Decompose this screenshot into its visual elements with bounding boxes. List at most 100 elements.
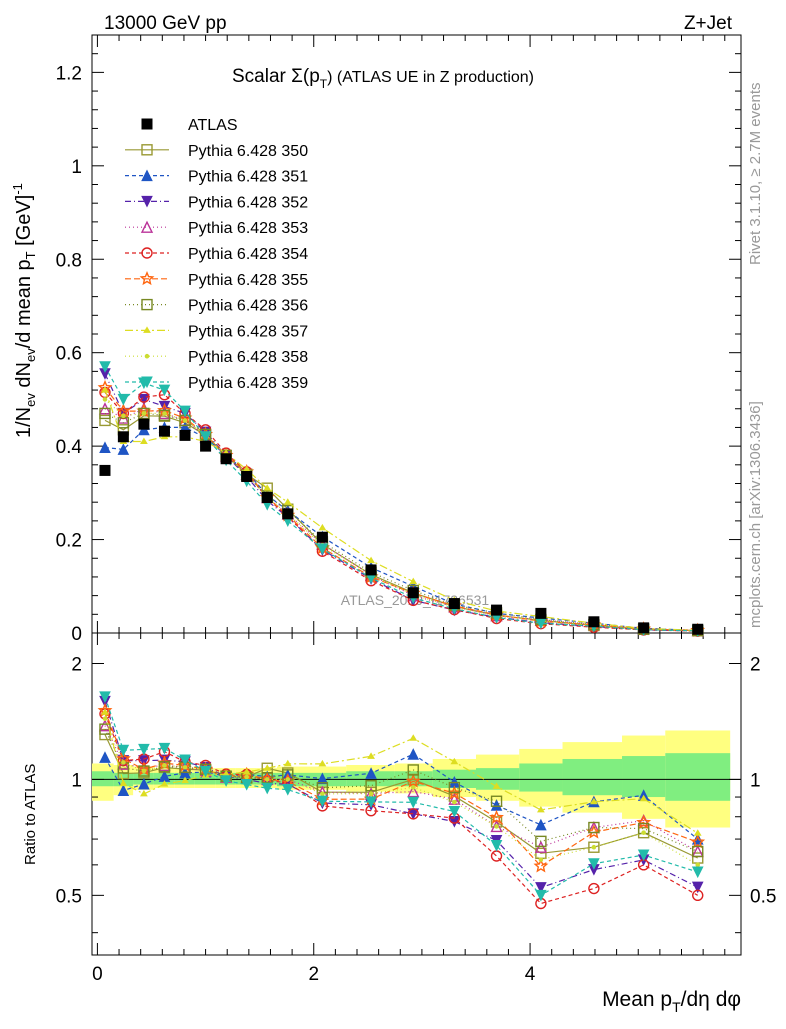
ratio-point-2-shape [535, 818, 547, 831]
ratio-point-10 [637, 849, 650, 862]
ratio-point-10-shape [138, 743, 150, 756]
atlas-data-point-shape [491, 604, 503, 616]
ratio-point-9 [591, 844, 597, 850]
series-point-10-shape [316, 543, 329, 556]
x-tick-label: 0 [92, 964, 103, 985]
series-point-8-shape [409, 577, 418, 585]
ratio-point-8 [283, 759, 292, 767]
ratio-point-6 [405, 773, 421, 788]
ratio-point-4 [534, 840, 548, 853]
atlas-data-point [588, 616, 600, 628]
atlas-data-point [99, 464, 111, 476]
ratio-point-3-shape [691, 881, 704, 894]
ratio-point-4-shape [691, 844, 704, 858]
legend-marker [140, 220, 154, 233]
ratio-point-9-shape [494, 824, 499, 829]
ratio-point-7-shape [588, 821, 600, 834]
ratio-point-7 [692, 845, 704, 858]
series-point-9-shape [162, 411, 167, 416]
series-point-7-shape [158, 409, 171, 421]
ratio-point-3 [691, 881, 704, 894]
ratio-point-10 [490, 840, 503, 852]
ratio-band-inner [562, 758, 623, 796]
ratio-y-tick-label: 0.5 [56, 886, 82, 907]
series-point-8 [409, 577, 418, 585]
series-point-10 [117, 393, 130, 406]
legend-marker-shape [141, 298, 153, 311]
legend-marker [141, 247, 153, 259]
atlas-data-point [407, 587, 419, 599]
legend-entry: Pythia 6.428 356 [188, 298, 308, 315]
series-point-8-shape [263, 484, 272, 491]
atlas-data-point [282, 508, 294, 520]
ratio-point-10-shape [637, 849, 650, 862]
ratio-point-10-shape [117, 744, 130, 757]
ratio-point-7 [588, 821, 600, 834]
atlas-data-point [179, 429, 191, 441]
series-point-9 [102, 397, 108, 402]
series-point-9-shape [121, 413, 126, 419]
legend-entry: Pythia 6.428 355 [188, 272, 308, 289]
legend-entry: Pythia 6.428 351 [188, 169, 308, 186]
ratio-point-10-shape [535, 889, 547, 902]
ratio-point-8 [140, 789, 148, 797]
ratio-y-tick-label: 2 [71, 654, 82, 675]
ratio-point-9 [368, 791, 374, 796]
ratio-band-inner [665, 753, 731, 801]
series-point-9 [141, 411, 147, 416]
atlas-data-point-shape [138, 418, 150, 430]
ratio-point-9 [494, 824, 499, 829]
atlas-data-point-shape [365, 564, 377, 576]
ratio-point-2 [138, 777, 150, 790]
ratio-point-8-shape [101, 708, 109, 715]
ratio-y-axis-label: Ratio to ATLAS [22, 764, 39, 865]
legend-marker-shape [143, 326, 151, 333]
series-point-10 [316, 543, 329, 556]
series-point-5 [138, 391, 150, 403]
ratio-point-10-shape [316, 795, 329, 808]
ratio-point-8 [537, 805, 545, 813]
series-point-8-shape [140, 437, 148, 444]
series-point-8-shape [283, 498, 292, 505]
ratio-point-10-shape [179, 754, 191, 767]
ratio-point-8-shape [283, 759, 292, 767]
legend-marker-shape [141, 195, 153, 208]
ratio-point-9-shape [591, 844, 597, 850]
ratio-point-10 [138, 743, 150, 756]
ratio-point-8-shape [590, 797, 598, 805]
ratio-y-tick-label-right: 1 [750, 770, 761, 791]
series-point-1 [99, 414, 111, 427]
ratio-point-10-shape [158, 742, 171, 755]
ratio-point-3-shape [535, 882, 547, 894]
ratio-point-10-shape [448, 806, 461, 818]
ratio-point-10-shape [365, 796, 377, 809]
ratio-point-10 [220, 775, 232, 787]
main-y-tick-label: 1 [71, 157, 82, 178]
legend-marker-shape [141, 144, 153, 156]
legend-entry: Pythia 6.428 354 [188, 246, 308, 263]
main-y-tick-label: 1.2 [56, 63, 82, 84]
ratio-point-4-shape [534, 840, 548, 853]
atlas-data-point-shape [407, 587, 419, 599]
ratio-point-9 [452, 799, 457, 805]
ratio-point-2-shape [138, 777, 150, 790]
series-point-9-shape [182, 418, 188, 423]
ratio-point-7 [407, 764, 419, 776]
legend-entry: Pythia 6.428 359 [188, 375, 308, 392]
atlas-data-point [261, 492, 273, 504]
atlas-data-point-shape [179, 429, 191, 441]
ratio-point-4-shape [490, 819, 503, 833]
series-point-8 [367, 556, 375, 564]
ratio-point-4 [98, 719, 112, 732]
ratio-point-7-shape [365, 780, 377, 792]
ratio-point-10 [588, 858, 600, 870]
legend-entry: Pythia 6.428 350 [188, 143, 308, 160]
ratio-point-9 [320, 791, 325, 797]
ratio-point-6-shape [533, 858, 549, 873]
series-point-9 [121, 413, 126, 419]
ratio-point-10-shape [407, 796, 420, 809]
ratio-point-9-shape [102, 716, 108, 722]
ratio-point-8 [367, 752, 375, 759]
ratio-point-9-shape [264, 777, 270, 782]
ratio-point-7-shape [448, 781, 461, 794]
